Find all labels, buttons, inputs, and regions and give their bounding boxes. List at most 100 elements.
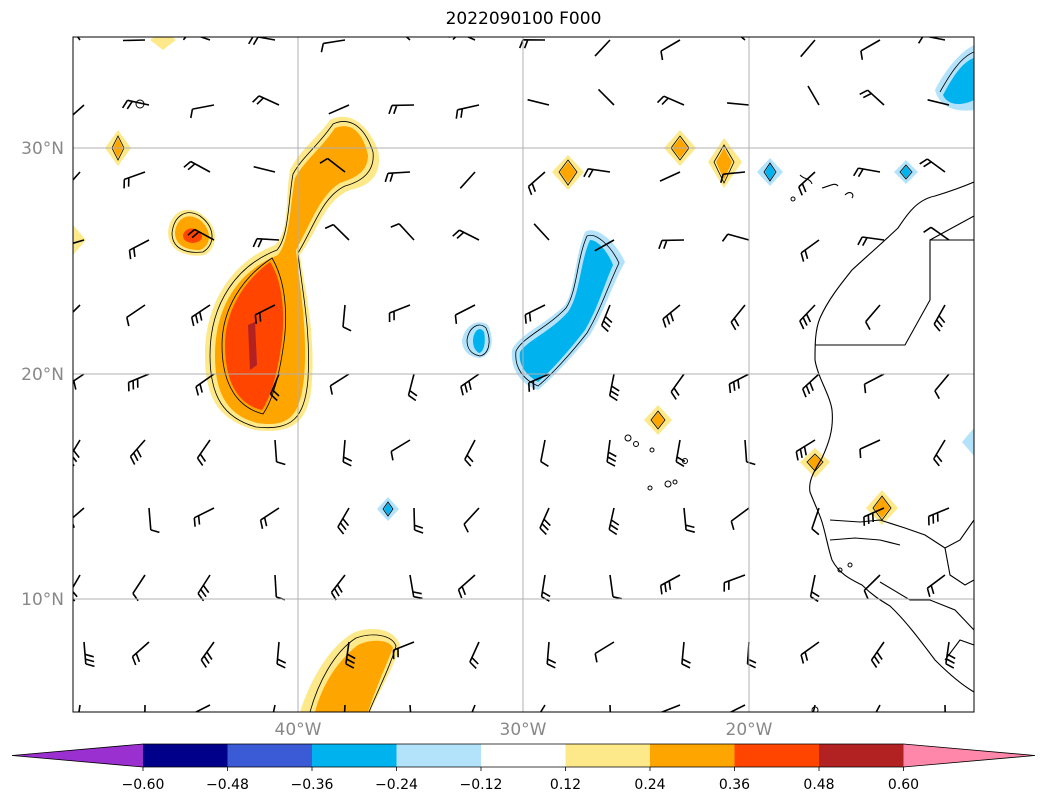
wind-barb [469,641,480,669]
wind-barb [539,507,551,535]
wind-barb [800,641,820,664]
wind-barb [329,373,350,395]
wind-barb [721,233,750,242]
wind-barb [73,507,85,528]
wind-barb [594,641,615,663]
wind-barb [859,439,881,459]
wind-barb [73,304,81,314]
wind-barb [274,439,286,466]
wind-barb [328,104,350,115]
colorbar-tick-label: −0.24 [375,777,418,793]
wind-barb [269,373,280,402]
wind-barb [455,104,480,119]
wind-barb [744,439,756,466]
wind-barb [129,439,146,465]
wind-barb [801,373,820,398]
wind-barb [337,507,350,535]
wind-barb [540,439,549,467]
map-title: 2022090100 F000 [445,9,602,29]
wind-barb [853,167,881,178]
wind-barb [863,373,885,394]
wind-barb [934,373,950,400]
colorbar-swatch [312,744,397,767]
wind-barb [83,641,95,668]
wind-barb [254,304,276,324]
warm-diamond-5-inner [652,412,664,428]
wind-barb [190,304,211,327]
colorbar-swatch [396,744,482,767]
wind-barb [128,239,150,260]
wind-barb [860,39,881,60]
wind-barb [527,98,550,106]
wind-barb [675,439,686,467]
wind-barb [73,171,81,182]
wind-barb [594,39,611,57]
wind-barb [197,574,211,602]
wind-barb [200,641,215,668]
wind-barb [533,223,550,241]
wind-barb [320,39,346,53]
lat-label-10n: 10°N [21,590,64,610]
wind-barb [540,574,551,602]
wind-barb [875,704,881,712]
warm-blob-nw-inner [183,228,203,243]
wind-barb [812,704,816,712]
graticule [73,37,974,712]
cold-diamond-1-inner [384,503,392,515]
cold-blob-small-inner [473,329,485,353]
wind-barb [388,304,411,323]
wind-barb [413,507,424,534]
wind-barb [683,507,696,533]
cold-anomaly-ne-inner [943,58,974,105]
cold-diamond-4 [962,428,974,456]
wind-barb [795,439,816,461]
wind-barb [723,574,746,592]
wind-barb [518,39,546,49]
wind-barb [933,304,946,332]
wind-barb [390,439,411,461]
colorbar-swatch [819,744,904,767]
wind-barb [944,704,946,712]
wind-barb [392,641,415,660]
wind-barb [409,704,412,712]
wind-barb [459,171,476,189]
wind-barb [252,95,280,106]
wind-barb [127,373,150,392]
wind-barb [388,104,415,115]
wind-barb [863,507,885,526]
wind-barb [594,239,615,252]
warm-diamond-4-inner [716,148,732,180]
wind-barb [811,507,820,536]
wind-barb [345,641,356,669]
lon-label-40w: 40°W [275,720,322,740]
wind-barb [448,37,476,41]
colorbar-tick-label: 0.36 [719,777,750,793]
wind-barb [457,574,476,599]
wind-barb [342,304,352,332]
wind-barb [539,704,546,712]
warm-diamond-8 [73,225,86,255]
colorbar-swatch [565,744,651,767]
wind-barb [799,304,816,330]
wind-barb [807,85,820,106]
warm-diamond-2-inner [560,162,576,183]
colorbar-swatch [650,744,735,767]
wind-barb [659,171,681,182]
wind-barb [658,239,685,250]
wind-barb [390,223,415,241]
lon-label-20w: 20°W [726,720,773,740]
colorbar-extend-low [12,744,143,767]
wind-barb [409,574,423,600]
wind-barb [927,507,950,526]
lat-label-20n: 20°N [21,365,64,385]
wind-barb [73,104,85,116]
wind-barb [730,304,746,331]
wind-barb [252,237,280,248]
colorbar-extend-high [903,744,1035,767]
wind-barb [864,304,881,330]
colorbar-tick-label: −0.60 [122,777,165,793]
wind-barb [194,704,211,712]
wind-barb [656,95,685,106]
wind-barb-layer [73,37,956,712]
